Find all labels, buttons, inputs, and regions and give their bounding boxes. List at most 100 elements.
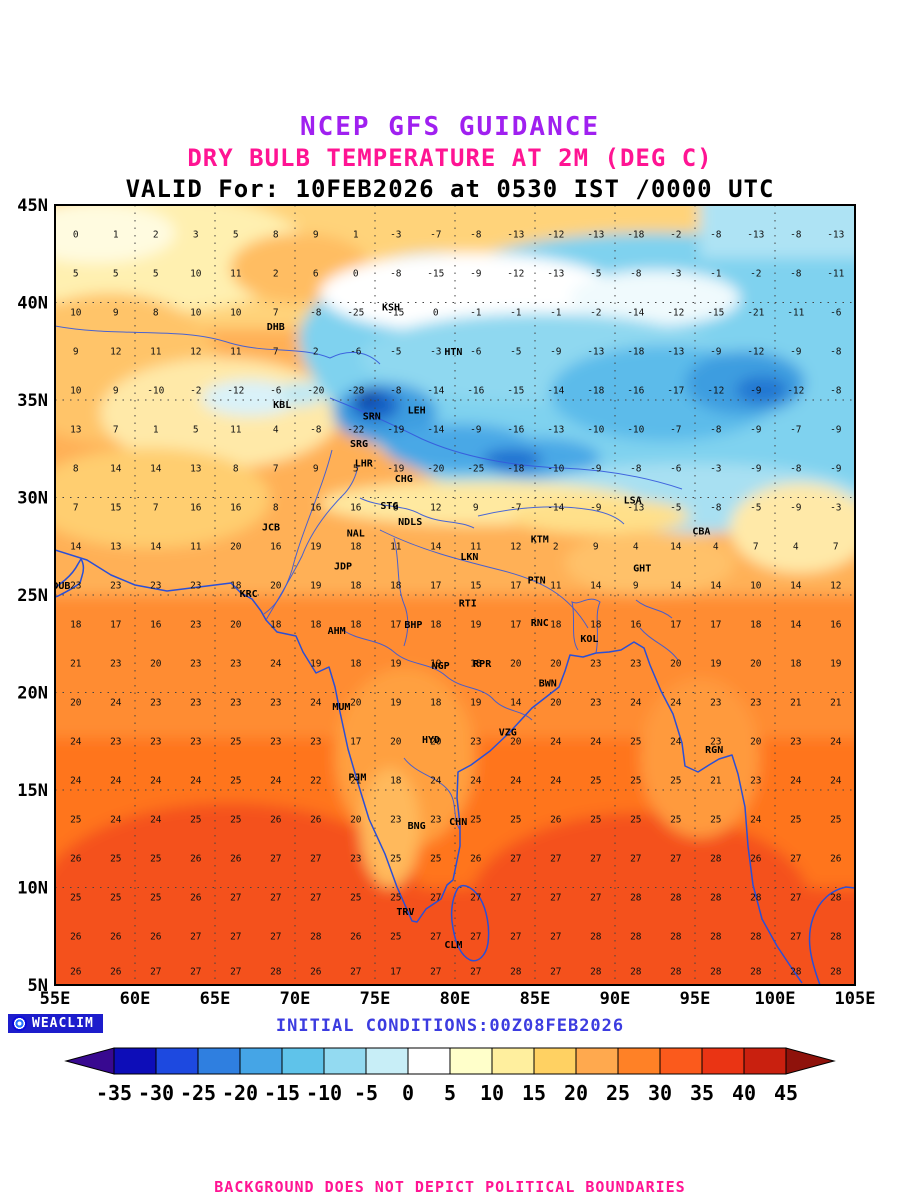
temp-value: 25 (230, 814, 241, 825)
temp-value: -6 (670, 463, 682, 474)
boundary-lines (55, 325, 683, 831)
temp-value: 24 (270, 658, 282, 669)
temp-value: 17 (390, 619, 401, 630)
temp-value: -25 (347, 307, 364, 318)
temp-value: 10 (750, 580, 762, 591)
chart-title: NCEP GFS GUIDANCE (299, 112, 601, 142)
colorbar-segment (155, 1047, 199, 1075)
city-label: NDLS (398, 517, 422, 528)
temp-value: 23 (430, 814, 441, 825)
temp-value: 24 (670, 736, 682, 747)
temp-value: -2 (670, 229, 681, 240)
temp-value: 21 (710, 775, 722, 786)
temp-value: 16 (830, 619, 842, 630)
temp-value: -10 (547, 463, 564, 474)
temp-value: -10 (587, 424, 604, 435)
temp-value: 11 (470, 541, 482, 552)
temp-value: 24 (110, 697, 122, 708)
temp-value: -9 (590, 502, 602, 513)
city-label: VZG (499, 727, 517, 738)
temp-value: -15 (507, 385, 524, 396)
colorbar-tick-label: 15 (522, 1081, 546, 1105)
temp-value: 5 (353, 463, 359, 474)
temp-value: 7 (753, 541, 759, 552)
city-label: KTM (531, 534, 549, 545)
colorbar-segment (365, 1047, 409, 1075)
temp-value: 16 (630, 619, 642, 630)
temp-value: 12 (830, 580, 841, 591)
temp-value: 24 (110, 814, 122, 825)
temp-value: -21 (747, 307, 764, 318)
temp-value: 28 (710, 966, 722, 977)
city-label: CLM (444, 940, 462, 951)
temp-value: 25 (510, 814, 521, 825)
temp-value: 26 (110, 966, 122, 977)
temp-value: 13 (110, 541, 121, 552)
temp-value: 25 (110, 892, 121, 903)
temp-value: 2 (153, 229, 159, 240)
temp-value: 16 (270, 541, 282, 552)
city-label: PTN (528, 575, 546, 586)
temp-value: 25 (710, 814, 721, 825)
temp-value: 10 (70, 307, 82, 318)
temp-value: 12 (430, 502, 441, 513)
temp-value: 20 (230, 619, 242, 630)
temp-value: 24 (790, 775, 802, 786)
graticule (55, 205, 855, 985)
temp-value: 25 (670, 775, 681, 786)
temp-value: 23 (190, 658, 201, 669)
city-label: BWN (539, 679, 557, 690)
temp-value: 25 (470, 814, 481, 825)
temp-value: 20 (510, 658, 522, 669)
temp-value: 25 (670, 814, 681, 825)
temp-value: 23 (110, 580, 121, 591)
temp-value: -13 (587, 346, 604, 357)
temp-value: -8 (790, 268, 802, 279)
temp-value: 25 (590, 814, 601, 825)
city-label: LSA (624, 495, 642, 506)
temp-value: 26 (310, 966, 322, 977)
temp-value: -20 (307, 385, 324, 396)
temp-value: 14 (70, 541, 82, 552)
temp-value: 26 (190, 853, 202, 864)
lon-tick-label: 100E (755, 989, 796, 1009)
city-label: CBA (692, 527, 710, 538)
city-label: HTN (444, 347, 462, 358)
temp-value: -13 (547, 424, 564, 435)
temp-value: 28 (790, 966, 802, 977)
temp-value: -18 (627, 346, 644, 357)
temp-value: 19 (310, 541, 322, 552)
temp-value: -25 (467, 463, 484, 474)
temp-value: 26 (350, 931, 362, 942)
temp-value: -14 (547, 502, 564, 513)
temp-value: 18 (350, 580, 362, 591)
temp-value: 25 (630, 814, 641, 825)
temp-value: -9 (830, 424, 842, 435)
city-label: PJM (348, 772, 366, 783)
temp-value: 28 (630, 966, 642, 977)
temp-value: 26 (470, 853, 482, 864)
temp-value: 2 (553, 541, 559, 552)
temp-value: 27 (470, 892, 481, 903)
temp-value: 23 (150, 736, 161, 747)
temp-value: -13 (747, 229, 764, 240)
temp-value: 23 (110, 658, 121, 669)
temp-value: 27 (430, 931, 441, 942)
temp-value: -8 (790, 229, 802, 240)
temp-value: 26 (230, 853, 242, 864)
temp-value: 9 (313, 463, 319, 474)
colorbar-tick-label: 30 (648, 1081, 672, 1105)
temp-value: -22 (347, 424, 364, 435)
temp-value: 9 (633, 580, 639, 591)
temp-value: 28 (830, 892, 842, 903)
temp-value: -1 (510, 307, 522, 318)
temp-value: 23 (470, 736, 481, 747)
chart-header: NCEP GFS GUIDANCE DRY BULB TEMPERATURE A… (0, 112, 900, 203)
colorbar-tick-label: 10 (480, 1081, 504, 1105)
temp-value: -8 (310, 307, 322, 318)
city-label: LHR (355, 458, 374, 469)
temp-value: -12 (707, 385, 724, 396)
temp-value: 20 (230, 541, 242, 552)
temp-value: 17 (430, 580, 441, 591)
